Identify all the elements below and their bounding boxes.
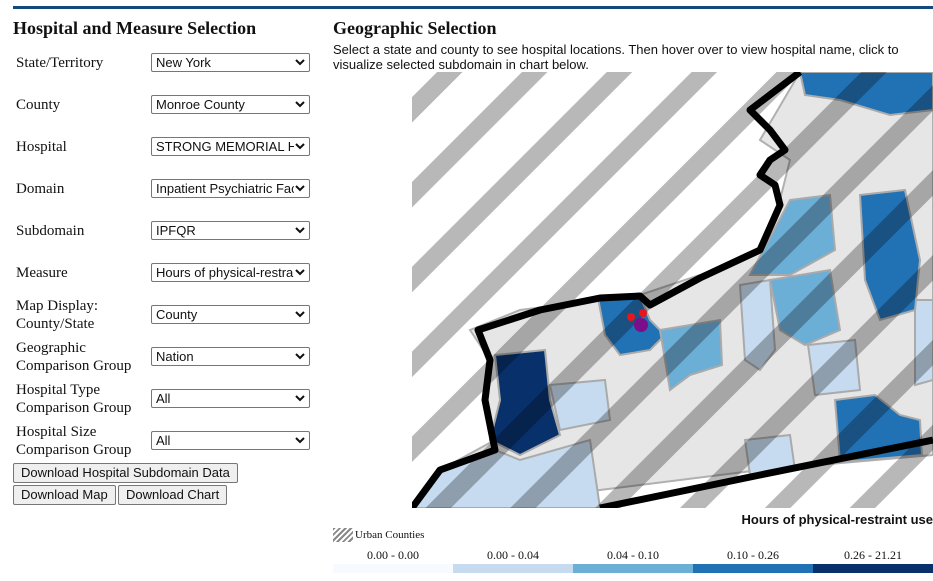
hospital-marker[interactable]	[627, 313, 635, 321]
map-canvas[interactable]	[412, 72, 933, 508]
geographic-group-select[interactable]: Nation	[151, 347, 310, 366]
field-label: Measure	[16, 265, 68, 281]
legend-bin: 0.04 - 0.10	[573, 548, 693, 573]
chevron-down-icon	[295, 59, 305, 66]
county-map[interactable]	[412, 72, 933, 508]
hospital-select[interactable]: STRONG MEMORIAL HOSPITAL	[151, 137, 310, 156]
download-chart-button[interactable]: Download Chart	[118, 485, 228, 505]
chevron-down-icon	[295, 185, 305, 192]
field-label: State/Territory	[16, 55, 104, 71]
chevron-down-icon	[295, 269, 305, 276]
field-subdomain: Subdomain IPFQR	[13, 220, 313, 242]
legend-title: Hours of physical-restraint use	[741, 512, 933, 527]
county-select[interactable]: Monroe County	[151, 95, 310, 114]
hatch-swatch-icon	[333, 528, 353, 542]
chevron-down-icon	[295, 353, 305, 360]
field-domain: Domain Inpatient Psychiatric Facility	[13, 178, 313, 200]
legend-bin: 0.10 - 0.26	[693, 548, 813, 573]
field-hospital-size-group: Hospital Size Comparison Group All	[13, 422, 313, 460]
legend-bin: 0.26 - 21.21	[813, 548, 933, 573]
chevron-down-icon	[295, 395, 305, 402]
top-accent-bar	[13, 6, 933, 9]
field-map-display: Map Display: County/State County	[13, 296, 313, 334]
panel-title: Geographic Selection	[333, 18, 497, 38]
hospital-type-select[interactable]: All	[151, 389, 310, 408]
legend-bin: 0.00 - 0.04	[453, 548, 573, 573]
download-subdomain-data-button[interactable]: Download Hospital Subdomain Data	[13, 463, 238, 483]
map-display-select[interactable]: County	[151, 305, 310, 324]
state-select[interactable]: New York	[151, 53, 310, 72]
chevron-down-icon	[295, 101, 305, 108]
geographic-selection-panel: Geographic Selection Select a state and …	[333, 14, 933, 72]
field-label: County	[16, 97, 61, 113]
subdomain-select[interactable]: IPFQR	[151, 221, 310, 240]
field-hospital: Hospital STRONG MEMORIAL HOSPITAL	[13, 136, 313, 158]
chevron-down-icon	[295, 311, 305, 318]
hospital-marker[interactable]	[639, 309, 647, 317]
field-hospital-type-group: Hospital Type Comparison Group All	[13, 380, 313, 418]
field-label: Subdomain	[16, 223, 85, 239]
field-label: Domain	[16, 181, 65, 197]
color-legend: 0.00 - 0.00 0.00 - 0.04 0.04 - 0.10 0.10…	[333, 548, 933, 573]
field-label: Hospital	[16, 139, 67, 155]
field-geographic-group: Geographic Comparison Group Nation	[13, 338, 313, 376]
selected-hospital-marker[interactable]	[634, 318, 648, 332]
field-label: Geographic Comparison Group	[16, 340, 132, 374]
domain-select[interactable]: Inpatient Psychiatric Facility	[151, 179, 310, 198]
measure-select[interactable]: Hours of physical-restraint use	[151, 263, 310, 282]
field-county: County Monroe County	[13, 94, 313, 116]
field-label: Hospital Size Comparison Group	[16, 424, 132, 458]
legend-bin: 0.00 - 0.00	[333, 548, 453, 573]
field-measure: Measure Hours of physical-restraint use	[13, 262, 313, 284]
hospital-measure-panel: Hospital and Measure Selection	[13, 14, 313, 42]
chevron-down-icon	[295, 143, 305, 150]
instructions-text: Select a state and county to see hospita…	[333, 42, 899, 72]
hospital-size-select[interactable]: All	[151, 431, 310, 450]
field-label: Hospital Type Comparison Group	[16, 382, 132, 416]
field-state: State/Territory New York	[13, 52, 313, 74]
chevron-down-icon	[295, 227, 305, 234]
panel-title: Hospital and Measure Selection	[13, 18, 257, 38]
download-map-button[interactable]: Download Map	[13, 485, 116, 505]
field-label: Map Display: County/State	[16, 298, 99, 332]
urban-counties-key: Urban Counties	[333, 528, 424, 542]
chevron-down-icon	[295, 437, 305, 444]
